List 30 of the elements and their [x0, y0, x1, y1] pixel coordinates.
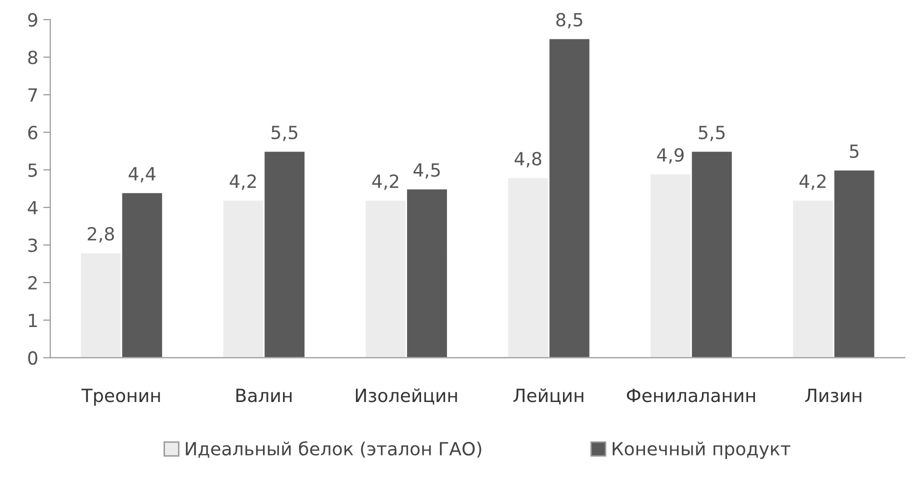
data-label: 4,2 [800, 174, 826, 190]
data-label: 4,4 [128, 167, 156, 182]
y-tick-label: 8 [28, 50, 38, 64]
x-tick-label: Лейцин [513, 388, 584, 404]
y-tick-label: 0 [28, 351, 38, 365]
x-tick-label: Лизин [805, 388, 862, 402]
legend-label: Конечный продукт [612, 442, 790, 460]
y-tick-label: 4 [28, 201, 38, 214]
y-tick-label: 1 [28, 314, 37, 327]
data-label: 2,8 [88, 227, 114, 243]
data-label: 5,5 [272, 126, 298, 142]
y-tick-label: 7 [28, 88, 37, 102]
x-tick-label: Треонин [81, 388, 160, 406]
y-tick-label: 9 [28, 13, 38, 27]
y-tick-label: 2 [28, 276, 37, 290]
x-tick-label: Валин [236, 388, 292, 402]
data-label: 5,5 [698, 126, 725, 142]
y-tick-label: 3 [28, 238, 38, 252]
data-label: 4,8 [514, 152, 542, 168]
y-tick-label: 6 [28, 126, 38, 140]
data-label: 4,5 [414, 163, 440, 179]
data-label: 5 [850, 144, 858, 158]
data-label: 4,2 [230, 174, 256, 190]
y-tick-label: 5 [28, 164, 37, 177]
data-label: 8,5 [556, 12, 582, 28]
legend-label: Идеальный белок (эталон ГАО) [186, 441, 482, 458]
data-label: 4,2 [372, 174, 398, 190]
x-tick-label: Изолейцин [356, 388, 457, 404]
data-label: 4,9 [657, 148, 684, 164]
x-tick-label: Фенилаланин [626, 388, 755, 402]
